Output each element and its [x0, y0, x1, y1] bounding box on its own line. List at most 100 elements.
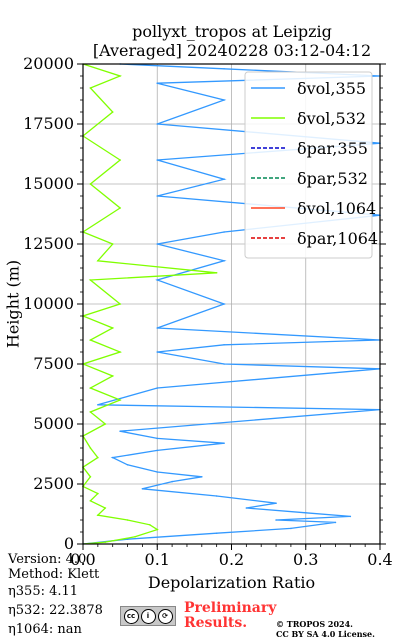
series-point-0: [223, 68, 225, 70]
series-point-0: [275, 519, 277, 521]
legend: δvol,355 δvol,532 δpar,355 δpar,532 δvol,106…: [244, 71, 378, 259]
series-point-0: [156, 82, 159, 84]
series-point-0: [349, 515, 352, 518]
eta1064-text: η1064: nan: [8, 622, 82, 637]
series-line-1: [81, 63, 217, 545]
y-tick-label: 15000: [23, 174, 74, 193]
copyright-line2: CC BY SA 4.0 License.: [276, 629, 375, 639]
series-point-0: [304, 512, 307, 514]
series-point-1: [119, 399, 121, 401]
legend-label: δpar,532: [297, 169, 368, 188]
series-point-1: [89, 387, 92, 389]
results-text: Results.: [184, 615, 248, 631]
series-point-0: [156, 159, 159, 161]
x-tick-label: 0.0: [70, 550, 95, 569]
series-point-0: [334, 521, 337, 524]
preliminary-notice: Preliminary Results.: [184, 601, 276, 631]
series-point-1: [119, 159, 121, 161]
sa-icon: ⟳: [157, 608, 173, 624]
method-text: Method: Klett: [8, 567, 100, 582]
series-point-0: [156, 437, 159, 440]
series-point-1: [89, 339, 92, 341]
series-point-0: [223, 442, 225, 445]
series-point-1: [89, 500, 92, 502]
series-point-1: [111, 375, 114, 377]
series-point-0: [156, 279, 159, 281]
series-point-1: [97, 456, 99, 459]
series-point-1: [134, 536, 136, 538]
series-point-0: [245, 507, 248, 509]
y-tick-label: 12500: [23, 234, 74, 253]
legend-label: δvol,532: [297, 109, 366, 128]
eta355-text: η355: 4.11: [8, 584, 79, 599]
legend-label: δpar,355: [297, 139, 368, 158]
legend-label: δvol,1064: [297, 199, 376, 218]
series-point-1: [104, 423, 107, 425]
series-point-0: [223, 363, 225, 365]
y-tick-label: 7500: [33, 354, 74, 373]
series-point-0: [156, 471, 159, 473]
grid: [82, 63, 381, 545]
y-tick-label: 20000: [23, 54, 74, 73]
series-point-1: [89, 87, 92, 89]
copyright-line1: © TROPOS 2024.: [276, 619, 353, 629]
version-text: Version: 4.0: [8, 552, 87, 567]
by-icon: i: [140, 608, 156, 624]
cc-license-badge: cc i ⟳: [120, 606, 176, 626]
legend-label: δpar,1064: [297, 229, 378, 248]
series-point-1: [119, 303, 121, 305]
series-point-1: [104, 541, 107, 543]
series-point-1: [97, 260, 99, 262]
series-point-0: [223, 344, 225, 346]
series-point-0: [156, 327, 159, 329]
chart-title-line2: [Averaged] 20240228 03:12-04:12: [92, 41, 372, 60]
series-point-0: [156, 243, 159, 245]
legend-label: δvol,355: [297, 79, 366, 98]
series-point-0: [156, 195, 159, 197]
series-point-0: [290, 527, 292, 530]
x-tick-label: 0.4: [367, 550, 392, 569]
copyright-notice: © TROPOS 2024. CC BY SA 4.0 License.: [276, 619, 375, 639]
series-point-0: [97, 404, 99, 406]
series-point-0: [111, 456, 114, 459]
series-point-0: [119, 430, 121, 433]
series-point-0: [215, 495, 218, 497]
series-point-1: [89, 183, 92, 185]
y-tick-label: 10000: [23, 294, 74, 313]
series-point-1: [89, 476, 92, 478]
series-point-0: [215, 532, 218, 534]
series-point-1: [89, 447, 92, 449]
series-point-0: [275, 502, 277, 505]
y-tick-label: 17500: [23, 114, 74, 133]
series-point-0: [223, 303, 225, 305]
chart-title-line1: pollyxt_tropos at Leipzig: [132, 22, 332, 41]
series-point-0: [156, 123, 159, 125]
series-point-1: [119, 207, 121, 209]
series-point-1: [89, 411, 92, 413]
y-tick-label: 5000: [33, 414, 74, 433]
ticks: 0.0 0.1 0.2 0.3 0.4 0 2500 5000 7500 10000 12500 15…: [23, 54, 393, 569]
series-point-1: [111, 327, 114, 329]
series-point-0: [171, 480, 173, 483]
y-tick-label: 0: [64, 534, 74, 553]
series-point-0: [156, 449, 159, 452]
x-tick-label: 0.1: [145, 550, 170, 569]
series-point-1: [149, 524, 151, 526]
series-point-0: [156, 351, 159, 353]
eta532-text: η532: 22.3878: [8, 603, 103, 618]
series-point-0: [223, 178, 225, 180]
x-tick-label: 0.2: [219, 550, 244, 569]
x-tick-label: 0.3: [293, 550, 318, 569]
series-point-1: [111, 111, 114, 113]
series-point-1: [104, 507, 107, 509]
series-point-1: [111, 243, 114, 245]
series-point-0: [156, 387, 159, 389]
series-point-0: [141, 488, 144, 490]
x-axis-label: Depolarization Ratio: [148, 573, 315, 592]
series-point-1: [97, 492, 99, 495]
cc-icon: cc: [123, 608, 139, 624]
preliminary-text: Preliminary: [184, 600, 277, 616]
series-point-0: [126, 464, 129, 466]
series-line-0: [82, 63, 381, 545]
